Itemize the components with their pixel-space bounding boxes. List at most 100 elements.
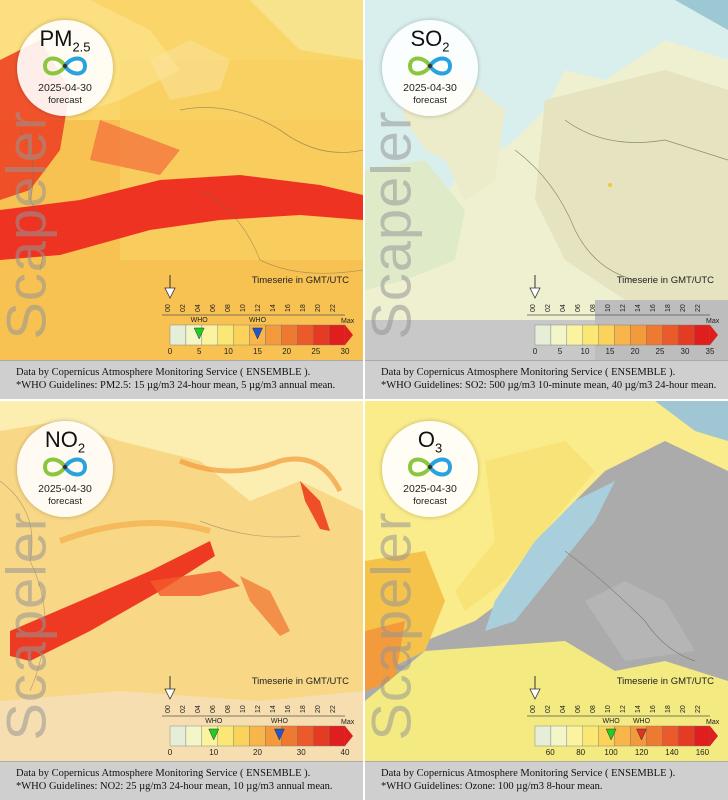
hour-tick-label[interactable]: 02 [180, 304, 187, 312]
hour-tick-label[interactable]: 10 [605, 304, 612, 312]
hour-tick-label[interactable]: 16 [285, 304, 292, 312]
scale-swatch [297, 725, 314, 747]
scale-swatch [233, 324, 250, 346]
pollutant-badge: O3 2025-04-30 forecast [382, 421, 478, 517]
scale-swatch [281, 324, 298, 346]
hour-tick-label[interactable]: 00 [530, 304, 537, 312]
hour-tick-label[interactable]: 04 [560, 304, 567, 312]
hour-tick-label[interactable]: 22 [695, 705, 702, 713]
hour-tick-label[interactable]: 00 [165, 304, 172, 312]
who-marker-icon [193, 327, 205, 340]
scale-swatch [534, 725, 552, 747]
source-text: Data by Copernicus Atmosphere Monitoring… [381, 768, 676, 779]
hour-tick-label[interactable]: 08 [590, 705, 597, 713]
hour-tick-label[interactable]: 18 [665, 705, 672, 713]
hour-tick-label[interactable]: 18 [665, 304, 672, 312]
who-label: WHO [249, 317, 267, 324]
infinity-logo-icon [407, 56, 453, 76]
hour-tick-label[interactable]: 16 [285, 705, 292, 713]
hour-tick-label[interactable]: 08 [225, 705, 232, 713]
hour-tick-label[interactable]: 02 [180, 705, 187, 713]
hour-tick-label[interactable]: 20 [680, 304, 687, 312]
scale-swatch [677, 324, 695, 346]
hour-tick-label[interactable]: 12 [620, 705, 627, 713]
scale-swatch [646, 725, 663, 747]
scale-swatch [169, 725, 187, 747]
source-text: Data by Copernicus Atmosphere Monitoring… [381, 367, 676, 378]
scale-swatch [312, 725, 330, 747]
hour-tick-label[interactable]: 14 [270, 304, 277, 312]
scale-tick-label: 0 [168, 748, 173, 757]
scale-tick-label: 140 [665, 748, 679, 757]
hour-tick-label[interactable]: 16 [650, 705, 657, 713]
scale-swatch [646, 324, 663, 346]
hour-tick-label[interactable]: 02 [545, 304, 552, 312]
scale-swatch [328, 725, 346, 747]
hour-tick-label[interactable]: 02 [545, 705, 552, 713]
who-marker-icon [273, 728, 285, 741]
current-hour-arrow-icon[interactable] [529, 688, 541, 700]
hour-tick-label[interactable]: 16 [650, 304, 657, 312]
scale-tick-label: 30 [341, 347, 350, 356]
scale-tick-label: 10 [224, 347, 233, 356]
forecast-label: forecast [48, 496, 82, 507]
hour-tick-label[interactable]: 10 [605, 705, 612, 713]
pollutant-title: SO2 [410, 26, 450, 55]
scale-tick-label: 0 [533, 347, 538, 356]
hour-tick-label[interactable]: 10 [240, 705, 247, 713]
scale-tick-label: 30 [297, 748, 306, 757]
current-hour-arrow-icon[interactable] [164, 688, 176, 700]
timeserie-scale[interactable]: 00 02 04 06 08 10 12 14 16 18 20 22 WHO WHO Max 0 5 10 15 2… [0, 270, 363, 360]
hour-tick-label[interactable]: 10 [240, 304, 247, 312]
hour-tick-label[interactable]: 06 [210, 304, 217, 312]
timeserie-scale[interactable]: 00 02 04 06 08 10 12 14 16 18 20 22 Max 0 5 10 15 20 25 30 3… [365, 270, 728, 360]
scale-tick-label: 10 [581, 347, 590, 356]
hour-tick-label[interactable]: 14 [635, 705, 642, 713]
hour-tick-label[interactable]: 20 [315, 304, 322, 312]
scale-swatch [630, 324, 647, 346]
scale-tick-label: 160 [696, 748, 710, 757]
hour-tick-label[interactable]: 06 [575, 304, 582, 312]
scale-tick-label: 20 [253, 748, 262, 757]
source-footer: Data by Copernicus Atmosphere Monitoring… [0, 360, 363, 399]
current-hour-arrow-icon[interactable] [164, 287, 176, 299]
hour-tick-label[interactable]: 22 [330, 304, 337, 312]
hour-tick-label[interactable]: 14 [635, 304, 642, 312]
scale-tick-label: 35 [706, 347, 715, 356]
hour-tick-label[interactable]: 06 [210, 705, 217, 713]
forecast-date: 2025-04-30 [38, 82, 92, 94]
hour-tick-label[interactable]: 18 [300, 304, 307, 312]
hour-tick-label[interactable]: 12 [255, 705, 262, 713]
scale-swatch [614, 725, 631, 747]
scale-max-label: Max [341, 318, 355, 325]
hour-tick-label[interactable]: 00 [165, 705, 172, 713]
panel-pm25: Scapeler PM2.5 2025-04-30 forecast Times… [0, 0, 363, 399]
hour-tick-label[interactable]: 04 [195, 304, 202, 312]
hour-tick-label[interactable]: 04 [195, 705, 202, 713]
hour-tick-label[interactable]: 06 [575, 705, 582, 713]
timeserie-scale[interactable]: 00 02 04 06 08 10 12 14 16 18 20 22 WHO WHO Max 0 10 20 30… [0, 671, 363, 761]
hour-tick-label[interactable]: 20 [315, 705, 322, 713]
hour-tick-label[interactable]: 14 [270, 705, 277, 713]
pollutant-badge: SO2 2025-04-30 forecast [382, 20, 478, 116]
who-marker-icon [605, 728, 617, 741]
hour-tick-label[interactable]: 04 [560, 705, 567, 713]
hour-tick-label[interactable]: 08 [225, 304, 232, 312]
hour-tick-label[interactable]: 18 [300, 705, 307, 713]
timeserie-scale[interactable]: 00 02 04 06 08 10 12 14 16 18 20 22 WHO WHO Max 60 80 100… [365, 671, 728, 761]
hour-tick-label[interactable]: 12 [620, 304, 627, 312]
hour-tick-label[interactable]: 22 [330, 705, 337, 713]
hour-tick-label[interactable]: 12 [255, 304, 262, 312]
current-hour-arrow-icon[interactable] [529, 287, 541, 299]
hour-tick-label[interactable]: 08 [590, 304, 597, 312]
hour-tick-label[interactable]: 00 [530, 705, 537, 713]
hour-tick-label[interactable]: 20 [680, 705, 687, 713]
source-text: Data by Copernicus Atmosphere Monitoring… [16, 768, 311, 779]
source-footer: Data by Copernicus Atmosphere Monitoring… [0, 761, 363, 800]
scale-swatch [582, 725, 599, 747]
who-guideline: *WHO Guidelines: PM2.5: 15 µg/m3 24-hour… [16, 380, 336, 391]
source-footer: Data by Copernicus Atmosphere Monitoring… [365, 360, 728, 399]
hour-tick-label[interactable]: 22 [695, 304, 702, 312]
source-text: Data by Copernicus Atmosphere Monitoring… [16, 367, 311, 378]
